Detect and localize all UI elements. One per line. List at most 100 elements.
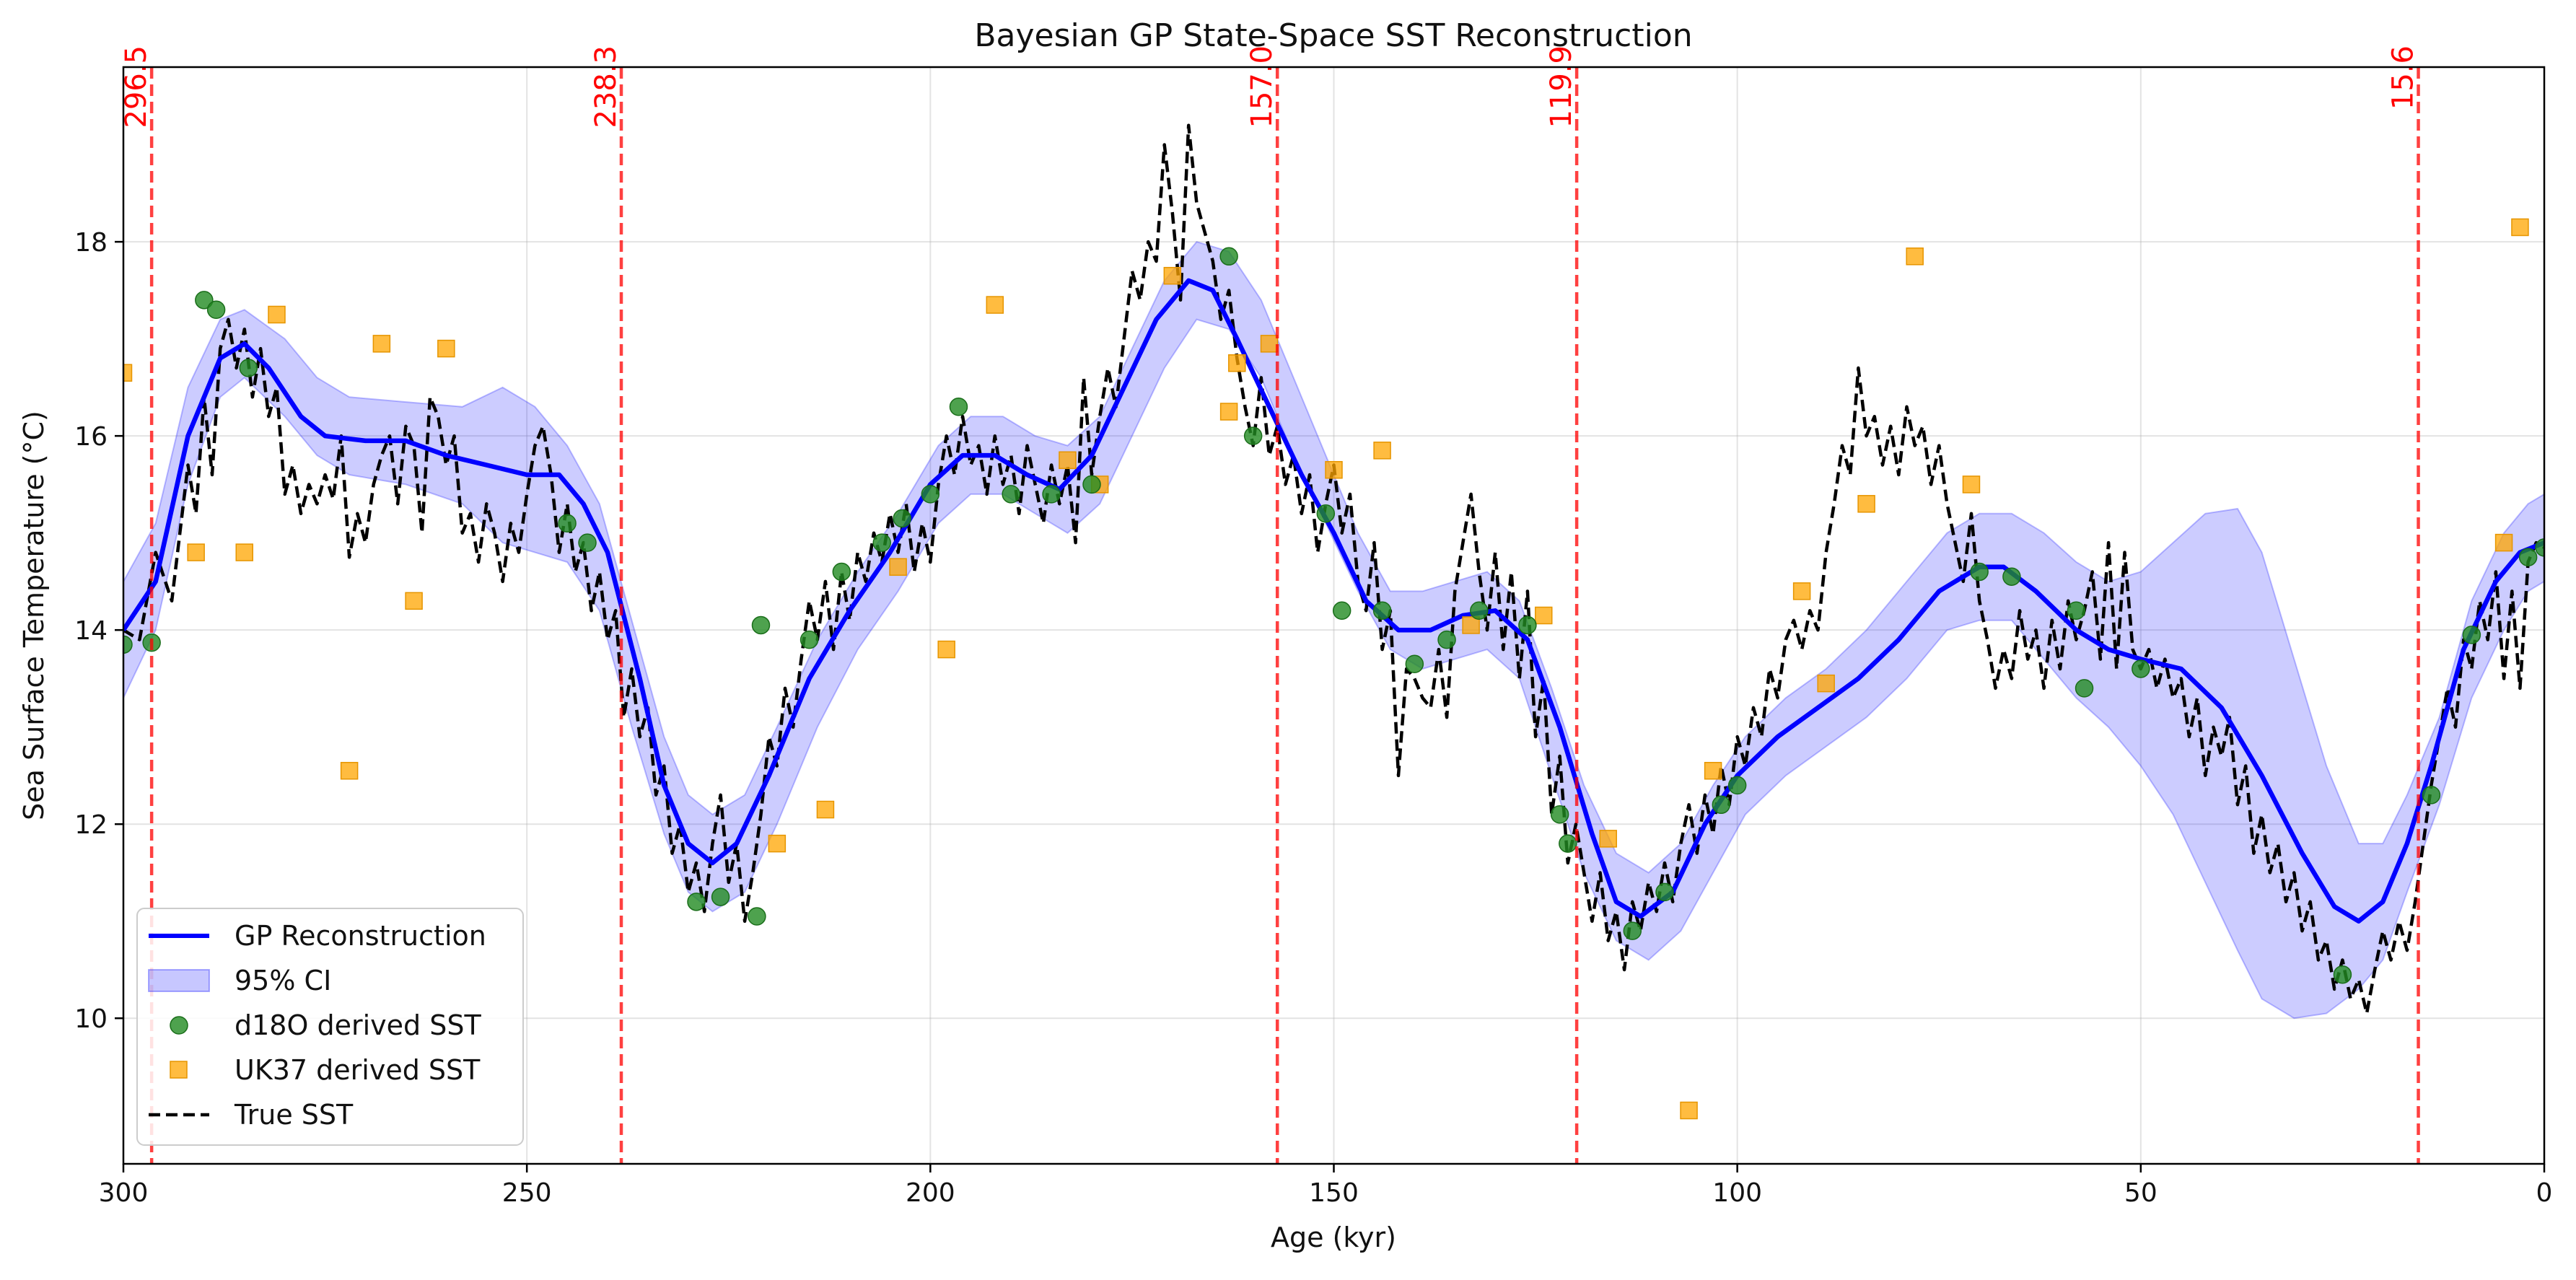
uk37-point-31 (2494, 533, 2513, 552)
d18o-point-40 (2333, 965, 2352, 984)
d18o-point-16 (949, 398, 968, 416)
event-labels-layer: 296.5 238.3 157.0 119.9 15.6 (120, 45, 2419, 128)
y-tick-label-0: 10 (74, 1004, 108, 1034)
event-lines-layer (149, 67, 2420, 1164)
d18o-point-20 (1219, 247, 1238, 266)
d18o-point-28 (1518, 615, 1537, 635)
uk37-point-17 (1228, 354, 1246, 372)
uk37-point-10 (889, 558, 907, 576)
uk37-point-29 (1906, 247, 1924, 266)
d18o-point-22 (1316, 504, 1336, 523)
uk37-point-28 (1857, 495, 1875, 513)
legend-d18o-label: d18O derived SST (235, 1009, 481, 1041)
y-tick-label-2: 14 (74, 616, 108, 646)
d18o-point-23 (1332, 601, 1351, 621)
uk37-point-27 (1817, 674, 1835, 693)
d18o-point-10 (748, 907, 766, 926)
x-axis-ticks: 300 250 200 150 100 50 0 (99, 1164, 2552, 1208)
uk37-point-25 (1704, 761, 1722, 780)
d18o-point-6 (578, 533, 597, 552)
d18o-point-33 (1712, 795, 1731, 815)
uk37-point-6 (405, 592, 423, 610)
grid-layer (123, 67, 2545, 1164)
d18o-point-5 (558, 514, 577, 532)
uk37-point-21 (1462, 616, 1480, 634)
uk37-point-12 (986, 296, 1004, 314)
x-tick-label-4: 100 (1712, 1178, 1762, 1208)
y-axis-label: Sea Surface Temperature (°C) (18, 411, 50, 820)
ci-band (123, 240, 2544, 1020)
uk37-point-23 (1599, 830, 1617, 848)
d18o-point-9 (751, 615, 771, 635)
uk37-point-5 (372, 335, 391, 353)
d18o-point-41 (2422, 786, 2441, 805)
d18o-point-8 (711, 887, 730, 906)
x-axis-label: Age (kyr) (1271, 1222, 1396, 1253)
legend-uk37-swatch (170, 1061, 188, 1079)
uk37-point-18 (1260, 335, 1279, 353)
ci-layer (123, 240, 2544, 1020)
d18o-point-36 (2002, 567, 2021, 586)
legend: GP Reconstruction 95% CI d18O derived SS… (136, 908, 524, 1146)
uk37-point-19 (1325, 460, 1343, 479)
legend-ci-label: 95% CI (235, 965, 331, 996)
y-axis-ticks: 10 12 14 16 18 (74, 228, 123, 1034)
d18o-point-26 (1437, 630, 1456, 649)
uk37-point-24 (1680, 1101, 1698, 1120)
x-tick-label-3: 150 (1309, 1178, 1359, 1208)
d18o-point-0 (123, 635, 133, 654)
d18o-point-14 (893, 509, 911, 528)
uk37-point-16 (1219, 403, 1238, 421)
event-label-1: 238.3 (590, 45, 623, 128)
legend-d18o-swatch (170, 1016, 188, 1035)
event-label-3: 119.9 (1545, 45, 1578, 128)
y-tick-label-4: 18 (74, 228, 108, 258)
true-sst-line (123, 123, 2544, 1015)
true-sst-layer (123, 123, 2544, 1015)
uk37-point-13 (1059, 451, 1077, 470)
d18o-point-24 (1372, 601, 1392, 621)
chart-title: Bayesian GP State-Space SST Reconstructi… (974, 17, 1692, 54)
d18o-point-30 (1559, 834, 1577, 853)
event-label-0: 296.5 (120, 45, 153, 128)
d18o-points-layer (123, 247, 2544, 984)
legend-ci-swatch (148, 969, 210, 992)
uk37-point-2 (235, 543, 253, 561)
uk37-point-32 (2511, 218, 2529, 237)
d18o-point-34 (1727, 776, 1747, 795)
legend-gp-label: GP Reconstruction (235, 920, 486, 952)
uk37-point-3 (268, 305, 286, 324)
uk37-point-4 (340, 761, 359, 780)
uk37-point-15 (1163, 266, 1182, 285)
d18o-point-7 (687, 893, 706, 911)
d18o-point-37 (2067, 601, 2086, 621)
d18o-point-27 (1470, 601, 1489, 621)
d18o-point-32 (1655, 882, 1674, 902)
x-tick-label-5: 50 (2124, 1178, 2157, 1208)
event-label-4: 15.6 (2387, 45, 2420, 110)
y-tick-label-1: 12 (74, 810, 108, 840)
d18o-point-31 (1623, 921, 1642, 940)
uk37-point-1 (187, 543, 205, 561)
d18o-point-42 (2462, 626, 2481, 644)
uk37-point-20 (1373, 442, 1391, 460)
d18o-point-3 (206, 300, 226, 320)
uk37-points-layer (123, 218, 2529, 1120)
d18o-point-11 (799, 630, 819, 649)
uk37-point-26 (1792, 582, 1811, 600)
x-tick-label-1: 250 (502, 1178, 552, 1208)
legend-box (136, 908, 524, 1146)
d18o-point-13 (872, 533, 891, 552)
d18o-point-35 (1970, 562, 1989, 582)
uk37-point-7 (437, 339, 455, 358)
gp-reconstruction-line (123, 278, 2544, 924)
d18o-point-4 (239, 359, 258, 377)
d18o-point-2 (195, 291, 214, 310)
legend-true-label: True SST (234, 1099, 354, 1131)
d18o-point-39 (2132, 659, 2150, 678)
x-tick-label-0: 300 (99, 1178, 149, 1208)
d18o-point-25 (1405, 654, 1424, 674)
uk37-point-8 (768, 834, 787, 853)
d18o-point-12 (832, 562, 851, 582)
